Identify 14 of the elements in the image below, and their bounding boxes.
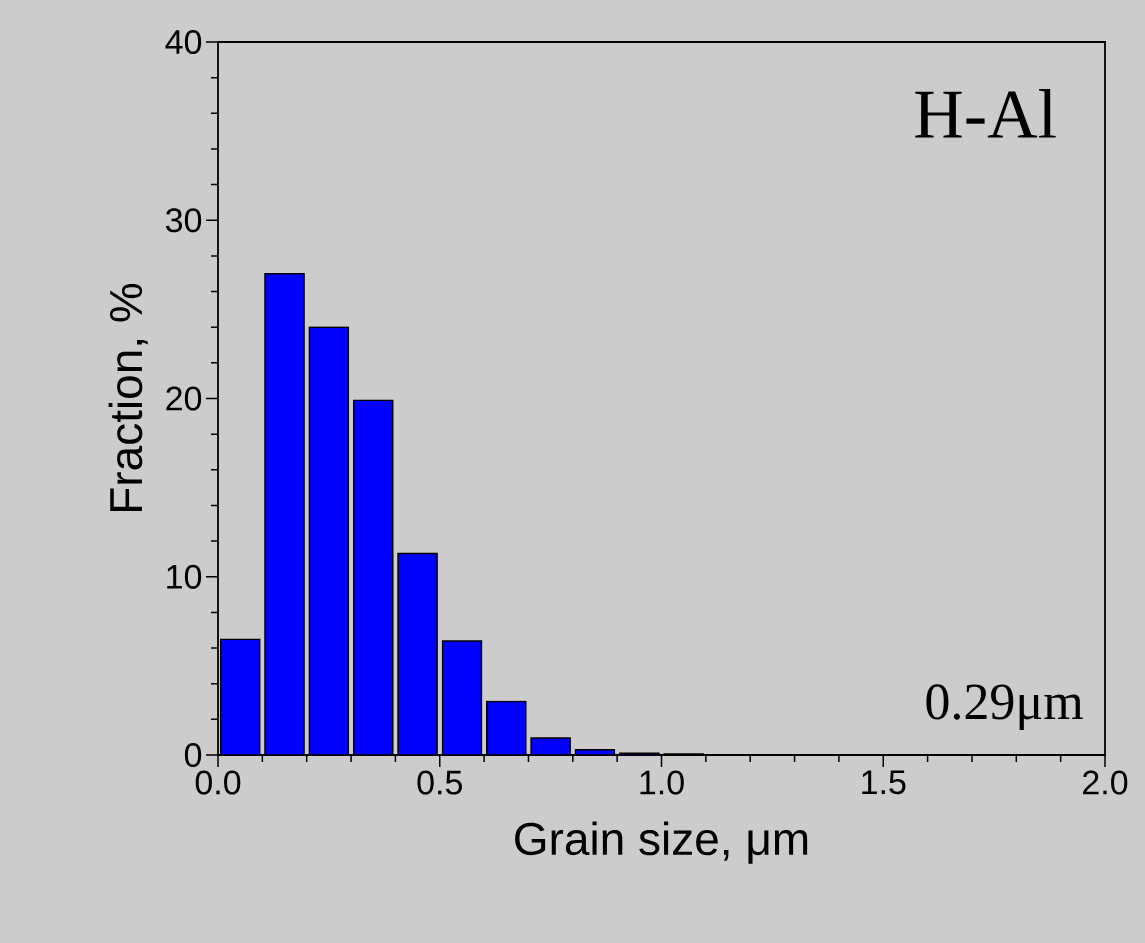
x-tick-label: 2.0 [1083,770,1128,795]
annotation: 0.29μm [926,684,1083,731]
y-axis-title: Fraction, % [108,283,148,512]
x-tick-label: 0.5 [417,770,462,795]
annotation: H-Al [915,89,1056,138]
y-tick-label: 0 [184,742,202,768]
y-tick-label: 40 [165,29,202,55]
y-tick-label: 20 [166,386,202,411]
x-tick-label: 1.0 [640,770,684,795]
x-tick-label: 1.5 [862,770,906,795]
y-tick-label: 10 [167,564,202,589]
x-tick-label: 0.0 [195,770,241,795]
x-axis-title: Grain size, μm [515,821,808,864]
y-tick-label: 30 [165,208,202,233]
